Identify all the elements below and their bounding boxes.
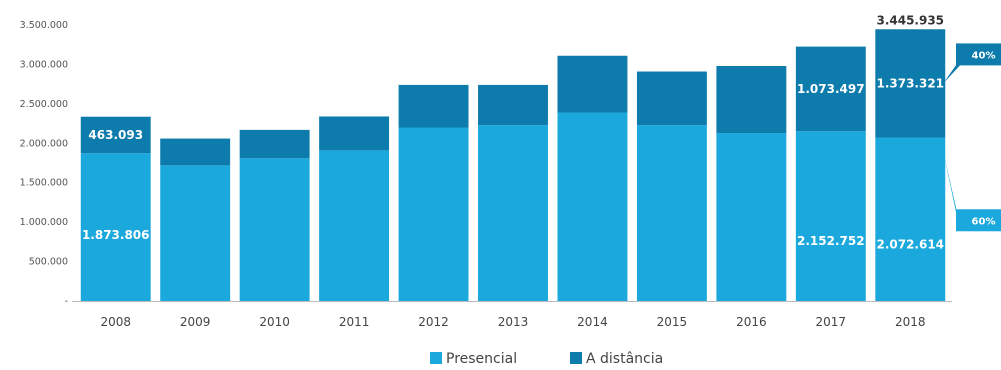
x-tick-label: 2011 [339, 315, 370, 329]
x-tick-label: 2014 [577, 315, 608, 329]
x-tick-label: 2015 [657, 315, 688, 329]
y-tick-label: 3.500.000 [20, 20, 68, 31]
bar-2009-presencial [160, 165, 231, 301]
bar-2018-a-distancia [875, 29, 946, 138]
bars [80, 29, 946, 301]
data-label: 2.152.752 [797, 234, 865, 248]
bar-2011-a-distancia [319, 116, 390, 151]
bar-2011-presencial [319, 150, 390, 301]
y-tick-label: 2.500.000 [20, 99, 68, 110]
legend-label: A distância [586, 351, 663, 367]
bar-2012-presencial [398, 127, 469, 301]
total-label: 3.445.935 [876, 13, 944, 27]
legend: Presencial A distância [430, 351, 663, 367]
bar-2010-a-distancia [239, 129, 310, 159]
bar-2016-a-distancia [716, 66, 787, 134]
x-tick-label: 2008 [100, 315, 131, 329]
x-tick-label: 2017 [816, 315, 847, 329]
legend-swatch [430, 352, 442, 364]
bar-2014-presencial [557, 112, 628, 301]
y-tick-label: 2.000.000 [20, 138, 68, 149]
legend-swatch [570, 352, 582, 364]
data-label: 1.873.806 [82, 228, 150, 242]
bar-2014-a-distancia [557, 55, 628, 113]
bar-2013-a-distancia [478, 84, 548, 126]
y-axis: - 500.000 1.000.000 1.500.000 2.000.000 2.500… [20, 20, 68, 307]
data-label: 463.093 [88, 128, 143, 142]
y-tick-label: - [65, 296, 68, 307]
x-tick-label: 2016 [736, 315, 767, 329]
callout-box [956, 209, 1001, 232]
bar-2018-presencial [875, 137, 946, 301]
y-tick-label: 1.000.000 [20, 217, 68, 228]
bar-2016-presencial [716, 133, 787, 301]
bar-2013-presencial [478, 125, 548, 301]
bar-2017-a-distancia [795, 46, 866, 132]
data-labels: 1.873.806 463.093 2.152.752 1.073.497 2.072.… [82, 13, 944, 251]
y-tick-label: 500.000 [29, 257, 68, 268]
x-tick-label: 2009 [180, 315, 211, 329]
y-tick-label: 3.000.000 [20, 59, 68, 70]
y-tick-label: 1.500.000 [20, 178, 68, 189]
bar-2010-presencial [239, 158, 310, 301]
data-label: 1.073.497 [797, 82, 865, 96]
bar-2008-a-distancia [80, 116, 151, 154]
bar-2015-presencial [636, 125, 707, 301]
x-tick-label: 2012 [418, 315, 449, 329]
callout-box [956, 43, 1001, 66]
bar-2017-presencial [795, 131, 866, 301]
share-callouts: 40% 60% [943, 43, 1001, 232]
bar-2015-a-distancia [636, 71, 707, 126]
callout-pointer [943, 59, 960, 84]
bar-2012-a-distancia [398, 84, 469, 128]
x-tick-label: 2018 [895, 315, 926, 329]
bar-2009-a-distancia [160, 138, 231, 166]
x-tick-label: 2010 [259, 315, 290, 329]
callout-pointer [943, 151, 960, 232]
x-tick-label: 2013 [498, 315, 529, 329]
bar-2008-presencial [80, 153, 151, 301]
share-label: 40% [972, 50, 996, 61]
x-axis: 2008 2009 2010 2011 2012 2013 2014 2015 2016 2017… [72, 301, 952, 329]
share-label: 60% [972, 216, 996, 227]
legend-label: Presencial [446, 351, 517, 367]
data-label: 1.373.321 [876, 76, 944, 90]
data-label: 2.072.614 [876, 237, 944, 251]
